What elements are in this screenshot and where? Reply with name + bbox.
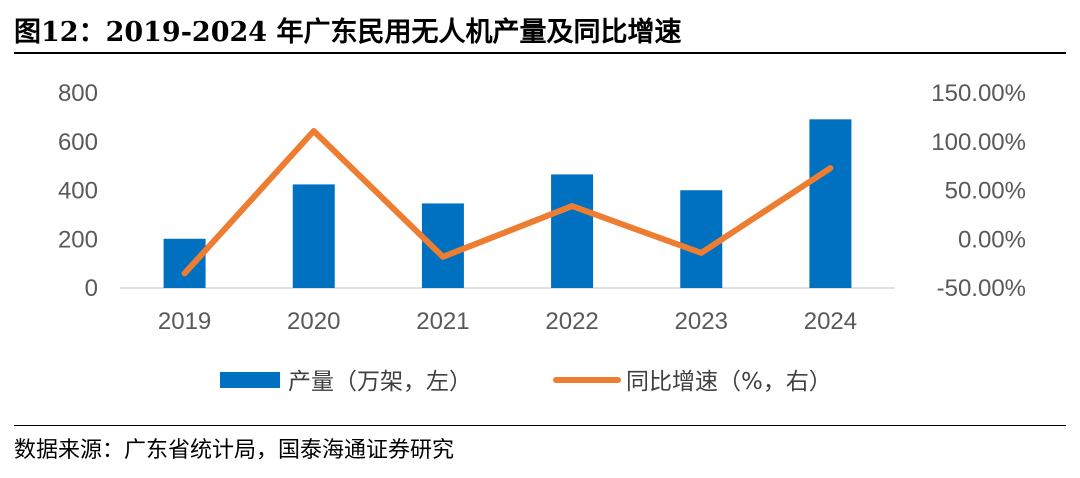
title-rule: [14, 52, 1066, 54]
x-tick-label: 2023: [675, 308, 728, 335]
growth-point-2019: [184, 272, 186, 274]
left-tick-label: 400: [58, 178, 98, 205]
line-series: [181, 128, 834, 277]
x-tick-label: 2022: [545, 308, 598, 335]
left-tick-label: 200: [58, 226, 98, 253]
left-tick-label: 600: [58, 129, 98, 156]
source-rule: [14, 425, 1066, 426]
left-axis: 0 200 400 600 800: [58, 80, 98, 302]
bar-2023: [680, 190, 723, 288]
right-tick-label: -50.00%: [937, 275, 1026, 302]
right-tick-label: 100.00%: [931, 129, 1026, 156]
left-tick-label: 0: [85, 275, 98, 302]
source-note: 数据来源：广东省统计局，国泰海通证券研究: [14, 438, 455, 463]
growth-point-2021: [442, 256, 444, 258]
x-axis: 2019 2020 2021 2022 2023 2024: [158, 308, 857, 335]
bar-2019: [163, 238, 206, 288]
legend-line-label: 同比增速（%，右）: [626, 369, 832, 395]
growth-point-2024: [829, 167, 831, 169]
growth-point-2022: [571, 205, 573, 207]
x-tick-label: 2021: [416, 308, 469, 335]
bar-2024: [809, 119, 852, 288]
right-axis: -50.00% 0.00% 50.00% 100.00% 150.00%: [931, 80, 1026, 302]
left-tick-label: 800: [58, 80, 98, 107]
bar-series: [163, 119, 852, 288]
growth-line: [181, 128, 834, 277]
right-tick-label: 50.00%: [945, 178, 1026, 205]
legend: 产量（万架，左） 同比增速（%，右）: [220, 369, 832, 395]
legend-bar-swatch: [220, 372, 280, 388]
right-tick-label: 150.00%: [931, 80, 1026, 107]
growth-point-2023: [700, 252, 702, 254]
legend-bar-label: 产量（万架，左）: [288, 369, 472, 395]
right-tick-label: 0.00%: [958, 226, 1026, 253]
figure-title: 图12：2019-2024 年广东民用无人机产量及同比增速: [14, 17, 682, 48]
x-tick-label: 2024: [804, 308, 857, 335]
bar-2022: [551, 174, 594, 288]
x-tick-label: 2020: [287, 308, 340, 335]
growth-point-2020: [313, 130, 315, 132]
x-tick-label: 2019: [158, 308, 211, 335]
bar-2020: [292, 184, 335, 288]
